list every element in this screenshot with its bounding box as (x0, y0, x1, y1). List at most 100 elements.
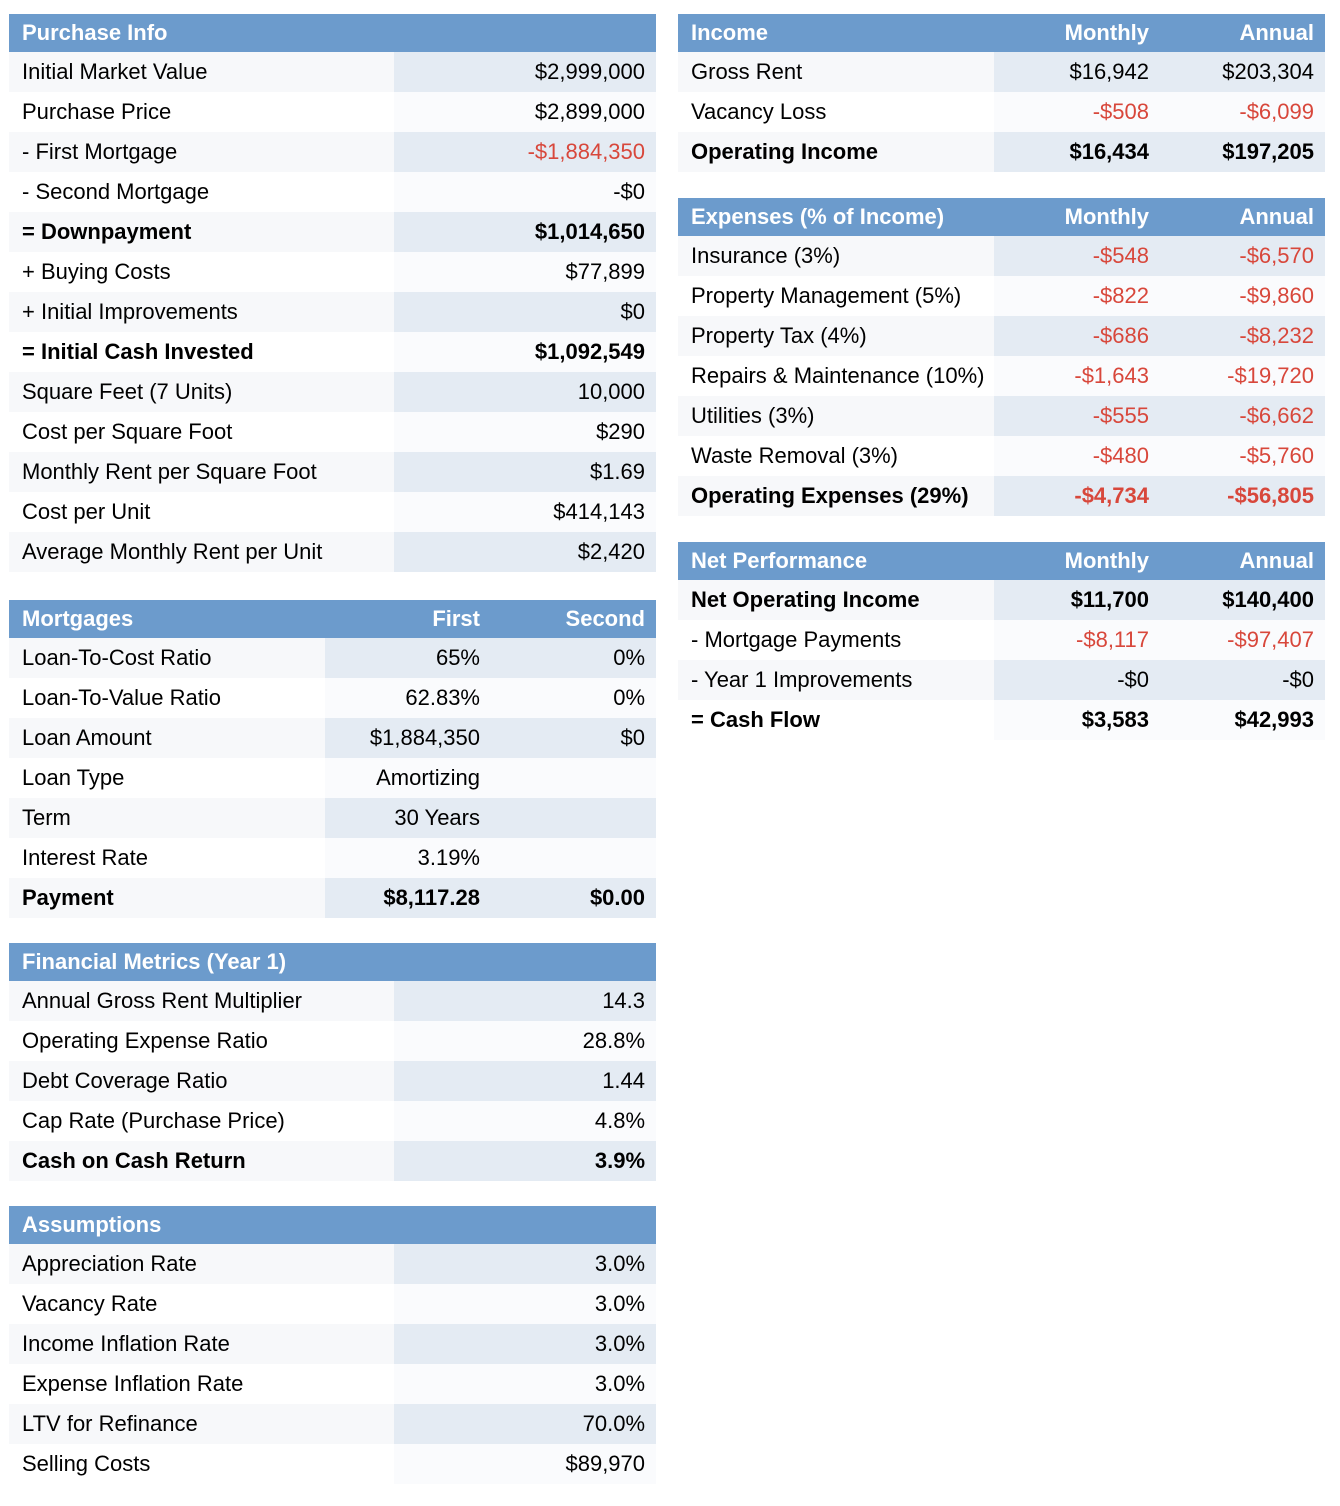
row-label: = Downpayment (9, 212, 394, 252)
row-label: + Buying Costs (9, 252, 394, 292)
table-row: Debt Coverage Ratio 1.44 (9, 1061, 657, 1101)
row-label: Appreciation Rate (9, 1244, 394, 1284)
row-value-2: $0.00 (491, 878, 656, 918)
row-value: 4.8% (394, 1101, 657, 1141)
purchase-info-title: Purchase Info (9, 14, 657, 52)
row-label: Gross Rent (678, 52, 994, 92)
row-value: $2,420 (394, 532, 657, 572)
row-value-1: Amortizing (325, 758, 491, 798)
row-value-2 (491, 798, 656, 838)
row-value: 10,000 (394, 372, 657, 412)
row-label: = Initial Cash Invested (9, 332, 394, 372)
row-label: Cost per Unit (9, 492, 394, 532)
income-col-monthly: Monthly (994, 14, 1160, 52)
row-value: 1.44 (394, 1061, 657, 1101)
assumptions-title: Assumptions (9, 1206, 657, 1244)
table-row: = Cash Flow $3,583 $42,993 (678, 700, 1325, 740)
row-label: Loan-To-Value Ratio (9, 678, 325, 718)
income-table: Income Monthly Annual Gross Rent $16,942 $… (678, 14, 1325, 172)
row-label: Cost per Square Foot (9, 412, 394, 452)
row-label: Monthly Rent per Square Foot (9, 452, 394, 492)
row-value-1: $1,884,350 (325, 718, 491, 758)
table-row: Monthly Rent per Square Foot $1.69 (9, 452, 657, 492)
row-label: Net Operating Income (678, 580, 994, 620)
table-row: Loan Type Amortizing (9, 758, 656, 798)
row-label: Operating Income (678, 132, 994, 172)
table-row: - Mortgage Payments -$8,117 -$97,407 (678, 620, 1325, 660)
row-value-2 (491, 758, 656, 798)
row-label: - Year 1 Improvements (678, 660, 994, 700)
row-value-1: $3,583 (994, 700, 1160, 740)
assumptions-table: Assumptions Appreciation Rate 3.0% Vacancy… (9, 1206, 657, 1484)
row-label: Expense Inflation Rate (9, 1364, 394, 1404)
expenses-body: Insurance (3%) -$548 -$6,570 Property Manag… (678, 236, 1325, 516)
table-row: Vacancy Rate 3.0% (9, 1284, 657, 1324)
table-row: Average Monthly Rent per Unit $2,420 (9, 532, 657, 572)
row-value-2: -$0 (1160, 660, 1325, 700)
row-value-2: 0% (491, 638, 656, 678)
row-value-1: -$4,734 (994, 476, 1160, 516)
income-title: Income (678, 14, 994, 52)
row-value-2: -$56,805 (1160, 476, 1325, 516)
row-label: Vacancy Rate (9, 1284, 394, 1324)
row-value: $0 (394, 292, 657, 332)
table-row: Annual Gross Rent Multiplier 14.3 (9, 981, 657, 1021)
row-value: $2,999,000 (394, 52, 657, 92)
row-label: Operating Expenses (29%) (678, 476, 994, 516)
row-value: $290 (394, 412, 657, 452)
row-label: Repairs & Maintenance (10%) (678, 356, 994, 396)
row-label: Utilities (3%) (678, 396, 994, 436)
financial-metrics-title: Financial Metrics (Year 1) (9, 943, 657, 981)
table-row: Expense Inflation Rate 3.0% (9, 1364, 657, 1404)
row-value: 70.0% (394, 1404, 657, 1444)
expenses-col-monthly: Monthly (994, 198, 1160, 236)
table-row: Property Tax (4%) -$686 -$8,232 (678, 316, 1325, 356)
row-label: = Cash Flow (678, 700, 994, 740)
row-value: 3.0% (394, 1244, 657, 1284)
row-label: Debt Coverage Ratio (9, 1061, 394, 1101)
row-value-1: 62.83% (325, 678, 491, 718)
income-col-annual: Annual (1160, 14, 1325, 52)
row-value: $1,014,650 (394, 212, 657, 252)
table-row: Loan-To-Value Ratio 62.83% 0% (9, 678, 656, 718)
mortgages-col-second: Second (491, 600, 656, 638)
row-label: Property Tax (4%) (678, 316, 994, 356)
table-row: Repairs & Maintenance (10%) -$1,643 -$19,7… (678, 356, 1325, 396)
table-row: = Initial Cash Invested $1,092,549 (9, 332, 657, 372)
mortgages-title: Mortgages (9, 600, 325, 638)
table-row: Vacancy Loss -$508 -$6,099 (678, 92, 1325, 132)
row-value: 3.0% (394, 1284, 657, 1324)
table-row: Operating Income $16,434 $197,205 (678, 132, 1325, 172)
row-value-2: $42,993 (1160, 700, 1325, 740)
row-label: Initial Market Value (9, 52, 394, 92)
row-value-2: -$5,760 (1160, 436, 1325, 476)
row-value-1: -$1,643 (994, 356, 1160, 396)
table-row: Utilities (3%) -$555 -$6,662 (678, 396, 1325, 436)
row-label: Vacancy Loss (678, 92, 994, 132)
row-label: Square Feet (7 Units) (9, 372, 394, 412)
table-row: Income Inflation Rate 3.0% (9, 1324, 657, 1364)
purchase-info-table: Purchase Info Initial Market Value $2,999… (9, 14, 657, 572)
row-value: 14.3 (394, 981, 657, 1021)
table-row: - Year 1 Improvements -$0 -$0 (678, 660, 1325, 700)
table-row: Cap Rate (Purchase Price) 4.8% (9, 1101, 657, 1141)
table-row: Selling Costs $89,970 (9, 1444, 657, 1484)
row-label: Property Management (5%) (678, 276, 994, 316)
row-value-1: -$508 (994, 92, 1160, 132)
row-value: $414,143 (394, 492, 657, 532)
row-label: Purchase Price (9, 92, 394, 132)
row-label: Operating Expense Ratio (9, 1021, 394, 1061)
assumptions-body: Appreciation Rate 3.0% Vacancy Rate 3.0% Inc… (9, 1244, 657, 1484)
mortgages-table: Mortgages First Second Loan-To-Cost Rati… (9, 600, 656, 918)
row-label: Payment (9, 878, 325, 918)
row-label: Cap Rate (Purchase Price) (9, 1101, 394, 1141)
purchase-info-body: Initial Market Value $2,999,000 Purchase P… (9, 52, 657, 572)
financial-metrics-body: Annual Gross Rent Multiplier 14.3 Operatin… (9, 981, 657, 1181)
net-performance-title: Net Performance (678, 542, 994, 580)
row-value: $77,899 (394, 252, 657, 292)
table-row: = Downpayment $1,014,650 (9, 212, 657, 252)
row-label: Average Monthly Rent per Unit (9, 532, 394, 572)
row-value-1: -$555 (994, 396, 1160, 436)
row-value-2 (491, 838, 656, 878)
row-value-1: -$8,117 (994, 620, 1160, 660)
